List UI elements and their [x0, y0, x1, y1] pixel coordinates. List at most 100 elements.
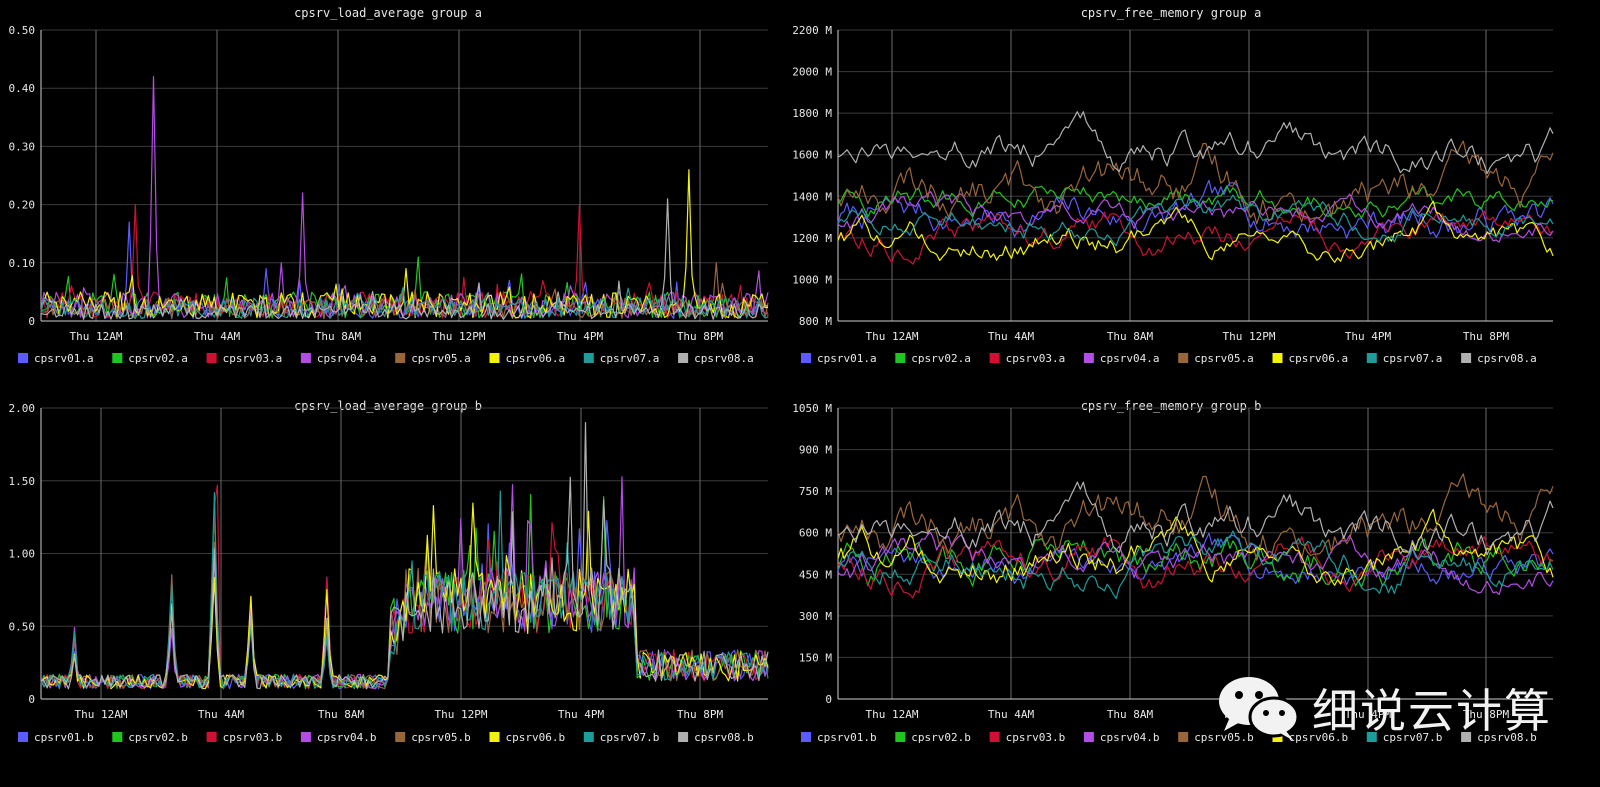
legend-swatch [300, 353, 311, 363]
legend-swatch [300, 732, 311, 742]
x-tick-label: Thu 4PM [557, 330, 604, 343]
legend-label: cpsrv05.a [411, 352, 471, 365]
legend-label: cpsrv06.a [1289, 352, 1349, 365]
legend-label: cpsrv07.a [600, 352, 660, 365]
legend-swatch [1178, 732, 1189, 742]
legend-swatch [395, 353, 406, 363]
legend-label: cpsrv03.a [1006, 352, 1066, 365]
legend-label: cpsrv03.a [223, 352, 283, 365]
legend-swatch [1272, 353, 1283, 363]
legend-swatch [1461, 353, 1472, 363]
chart-title: cpsrv_free_memory group a [1081, 6, 1262, 20]
series-line-cpsrv05.a [837, 140, 1554, 225]
x-tick-label: Thu 8AM [1107, 330, 1154, 343]
legend-label: cpsrv08.b [694, 731, 754, 744]
series-line-cpsrv06.b [837, 508, 1554, 586]
x-tick-label: Thu 8AM [318, 708, 365, 721]
y-tick-label: 0.10 [9, 257, 36, 270]
legend-swatch [1178, 353, 1189, 363]
legend-swatch [112, 732, 123, 742]
legend-swatch [1083, 732, 1094, 742]
series-line-cpsrv02.b [837, 537, 1554, 588]
chart-load-average-a: cpsrv_load_average group a 0 0.10 0.20 0.30 0… [0, 0, 800, 393]
legend-swatch [489, 732, 500, 742]
legend-label: cpsrv08.a [1477, 352, 1537, 365]
y-tick-label: 1050 M [792, 402, 832, 415]
legend-label: cpsrv06.b [506, 731, 566, 744]
x-tick-label: Thu 4AM [988, 330, 1035, 343]
chart-free-memory-a: cpsrv_free_memory group a 800 M 1000 M 1200… [783, 0, 1583, 393]
legend-swatch [395, 732, 406, 742]
y-tick-label: 1200 M [792, 232, 832, 245]
x-tick-label: Thu 4AM [198, 708, 245, 721]
chart-free-memory-b: cpsrv_free_memory group b 0 150 M 300 M 450 … [783, 393, 1583, 786]
legend-label: cpsrv04.a [317, 352, 377, 365]
legend-label: cpsrv01.b [817, 731, 877, 744]
legend-swatch [678, 353, 689, 363]
legend-swatch [801, 353, 811, 363]
series-line-cpsrv06.a [837, 200, 1554, 263]
legend-label: cpsrv04.b [317, 731, 377, 744]
series-line-cpsrv06.a [40, 169, 768, 319]
series-line-cpsrv08.b [40, 422, 769, 690]
x-tick-label: Thu 4PM [1345, 708, 1392, 721]
y-tick-label: 0.50 [9, 620, 36, 633]
x-tick-label: Thu 12AM [866, 330, 919, 343]
series-line-cpsrv04.a [837, 191, 1554, 243]
series-line-cpsrv07.b [837, 530, 1554, 600]
series-line-cpsrv08.a [837, 111, 1554, 174]
legend-swatch [1366, 353, 1377, 363]
series-line-cpsrv08.a [40, 198, 769, 320]
y-tick-label: 2200 M [792, 24, 832, 37]
legend-label: cpsrv07.a [1383, 352, 1443, 365]
wechat-icon [1219, 677, 1300, 741]
y-tick-label: 0 [825, 693, 832, 706]
x-tick-label: Thu 4AM [988, 708, 1035, 721]
x-tick-label: Thu 12PM [1223, 330, 1276, 343]
x-tick-label: Thu 8AM [1107, 708, 1154, 721]
legend-label: cpsrv04.b [1100, 731, 1160, 744]
y-tick-label: 0 [28, 315, 35, 328]
load-average-b-svg: cpsrv_load_average group b 0 0.50 1.00 1.50 2… [9, 399, 769, 744]
legend-swatch [18, 732, 28, 742]
series-line-cpsrv07.a [837, 194, 1554, 247]
legend-label: cpsrv08.a [694, 352, 754, 365]
series-line-cpsrv02.a [837, 185, 1554, 219]
x-tick-label: Thu 12AM [70, 330, 123, 343]
legend-swatch [801, 732, 811, 742]
watermark-text: 细说云计算 [1312, 684, 1552, 738]
y-tick-label: 750 M [799, 485, 832, 498]
legend-label: cpsrv03.b [1006, 731, 1066, 744]
legend-label: cpsrv06.b [1289, 731, 1349, 744]
x-tick-label: Thu 8PM [1463, 708, 1510, 721]
legend-label: cpsrv06.a [506, 352, 566, 365]
y-tick-label: 600 M [799, 527, 832, 540]
y-tick-label: 1800 M [792, 107, 832, 120]
legend-swatch [895, 353, 906, 363]
y-tick-label: 1400 M [792, 190, 832, 203]
x-tick-label: Thu 4AM [194, 330, 241, 343]
legend-label: cpsrv05.b [1194, 731, 1254, 744]
legend-swatch [1461, 732, 1472, 742]
x-tick-label: Thu 4PM [558, 708, 605, 721]
chart-load-average-b: cpsrv_load_average group b 0 0.50 1.00 1.50 2… [0, 393, 800, 786]
y-tick-label: 0.30 [9, 140, 36, 153]
x-tick-label: Thu 12AM [866, 708, 919, 721]
y-tick-label: 1.00 [9, 548, 36, 561]
y-tick-label: 2.00 [9, 402, 36, 415]
y-tick-label: 900 M [799, 444, 832, 457]
x-tick-label: Thu 8AM [315, 330, 362, 343]
legend-label: cpsrv07.b [1383, 731, 1443, 744]
y-tick-label: 0.40 [9, 82, 36, 95]
legend-swatch [895, 732, 906, 742]
x-tick-label: Thu 8PM [677, 330, 724, 343]
legend-label: cpsrv05.a [1194, 352, 1254, 365]
legend-swatch [678, 732, 689, 742]
y-tick-label: 0 [28, 693, 35, 706]
legend-swatch [206, 353, 217, 363]
legend-swatch [989, 732, 1000, 742]
legend-swatch [583, 732, 594, 742]
y-tick-label: 1000 M [792, 273, 832, 286]
y-tick-label: 300 M [799, 610, 832, 623]
y-tick-label: 450 M [799, 568, 832, 581]
